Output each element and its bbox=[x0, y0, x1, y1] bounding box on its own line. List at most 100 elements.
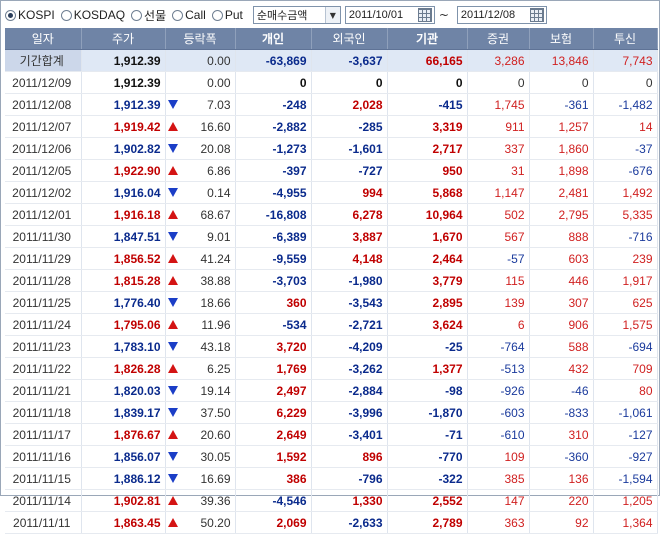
table-row[interactable]: 2011/11/16 1,856.07 30.05 1,592 896 -770 109 -3… bbox=[5, 445, 658, 468]
cell-insurance: 220 bbox=[529, 489, 594, 512]
triangle-up-icon bbox=[167, 254, 178, 263]
table-row[interactable]: 2011/12/02 1,916.04 0.14 -4,955 994 5,868 1,14… bbox=[5, 181, 658, 204]
cell-foreign: 0 bbox=[311, 71, 388, 94]
investor-trading-table: 일자 주가 등락폭 개인 외국인 기관 증권 보험 투신 기간합계 1,912.… bbox=[5, 28, 658, 534]
cell-institution: -770 bbox=[387, 445, 468, 468]
cell-insurance: 906 bbox=[529, 313, 594, 336]
cell-date: 2011/12/08 bbox=[5, 93, 82, 116]
retail-value: -397 bbox=[282, 163, 307, 178]
foreign-value: -2,884 bbox=[348, 383, 383, 398]
cell-securities: -603 bbox=[467, 401, 530, 424]
trust-value: -1,482 bbox=[618, 97, 653, 112]
table-row[interactable]: 2011/12/07 1,919.42 16.60 -2,882 -285 3,319 91… bbox=[5, 115, 658, 138]
calendar-icon[interactable] bbox=[417, 8, 432, 22]
radio-kosdaq[interactable]: KOSDAQ bbox=[60, 8, 125, 22]
cell-change: 0.14 bbox=[165, 181, 236, 204]
table-row[interactable]: 2011/11/11 1,863.45 50.20 2,069 -2,633 2,789 3… bbox=[5, 511, 658, 534]
cell-insurance: 1,257 bbox=[529, 115, 594, 138]
institution-value: 950 bbox=[442, 163, 463, 178]
radio-futures[interactable]: 선물 bbox=[131, 7, 166, 24]
institution-value: -770 bbox=[438, 449, 463, 464]
table-row[interactable]: 2011/11/29 1,856.52 41.24 -9,559 4,148 2,464 -… bbox=[5, 247, 658, 270]
price-value: 1,886.12 bbox=[113, 471, 161, 486]
summary-row[interactable]: 기간합계 1,912.39 0.00 -63,869 -3,637 66,165… bbox=[5, 49, 658, 72]
cell-securities: -57 bbox=[467, 247, 530, 270]
column-header-retail[interactable]: 개인 bbox=[235, 28, 312, 50]
cell-institution: 5,868 bbox=[387, 181, 468, 204]
table-row[interactable]: 2011/11/18 1,839.17 37.50 6,229 -3,996 -1,870… bbox=[5, 401, 658, 424]
table-row[interactable]: 2011/11/30 1,847.51 9.01 -6,389 3,887 1,670 56… bbox=[5, 225, 658, 248]
cell-change: 37.50 bbox=[165, 401, 236, 424]
calendar-icon[interactable] bbox=[529, 8, 544, 22]
table-row[interactable]: 2011/11/21 1,820.03 19.14 2,497 -2,884 -98 -92… bbox=[5, 379, 658, 402]
radio-kospi[interactable]: KOSPI bbox=[5, 8, 55, 22]
column-header-foreign[interactable]: 외국인 bbox=[311, 28, 388, 50]
cell-retail: 2,069 bbox=[235, 511, 312, 534]
cell-securities: 567 bbox=[467, 225, 530, 248]
cell-price: 1,856.52 bbox=[81, 247, 166, 270]
cell-retail: -2,882 bbox=[235, 115, 312, 138]
amount-type-select[interactable]: 순매수금액 ▼ bbox=[252, 6, 341, 24]
cell-change: 41.24 bbox=[165, 247, 236, 270]
cell-price: 1,916.04 bbox=[81, 181, 166, 204]
table-row[interactable]: 2011/11/14 1,902.81 39.36 -4,546 1,330 2,552 1… bbox=[5, 489, 658, 512]
cell-date: 2011/11/15 bbox=[5, 467, 82, 490]
cell-change: 11.96 bbox=[165, 313, 236, 336]
price-value: 1,847.51 bbox=[113, 229, 161, 244]
table-row[interactable]: 2011/11/25 1,776.40 18.66 360 -3,543 2,895 139… bbox=[5, 291, 658, 314]
table-row[interactable]: 2011/11/22 1,826.28 6.25 1,769 -3,262 1,377 -5… bbox=[5, 357, 658, 380]
securities-value: 6 bbox=[517, 317, 525, 332]
column-header-insurance[interactable]: 보험 bbox=[529, 28, 594, 50]
column-header-securities[interactable]: 증권 bbox=[467, 28, 530, 50]
cell-change: 19.14 bbox=[165, 379, 236, 402]
date-from-input[interactable]: 2011/10/01 bbox=[344, 6, 435, 24]
radio-put[interactable]: Put bbox=[211, 8, 243, 22]
cell-foreign: -3,996 bbox=[311, 401, 388, 424]
securities-value: 502 bbox=[504, 207, 525, 222]
dropdown-arrow-icon[interactable]: ▼ bbox=[324, 7, 340, 23]
cell-price: 1,783.10 bbox=[81, 335, 166, 358]
cell-date: 2011/11/25 bbox=[5, 291, 82, 314]
cell-price: 1,863.45 bbox=[81, 511, 166, 534]
cell-foreign: 2,028 bbox=[311, 93, 388, 116]
institution-value: 3,624 bbox=[432, 317, 463, 332]
cell-foreign: -3,543 bbox=[311, 291, 388, 314]
cell-retail: 6,229 bbox=[235, 401, 312, 424]
radio-call[interactable]: Call bbox=[172, 8, 206, 22]
table-row[interactable]: 2011/12/09 1,912.39 0.00 0 0 0 0 0 0 bbox=[5, 71, 658, 94]
column-header-price[interactable]: 주가 bbox=[81, 28, 166, 50]
column-header-trust[interactable]: 투신 bbox=[593, 28, 658, 50]
triangle-down-icon bbox=[167, 452, 178, 461]
trust-value: 709 bbox=[632, 361, 653, 376]
insurance-value: 136 bbox=[568, 471, 589, 486]
date-value: 2011/11/25 bbox=[12, 295, 71, 310]
date-to-input[interactable]: 2011/12/08 bbox=[456, 6, 547, 24]
cell-trust: 1,917 bbox=[593, 269, 658, 292]
cell-retail: -9,559 bbox=[235, 247, 312, 270]
foreign-value: -285 bbox=[358, 119, 383, 134]
table-row[interactable]: 2011/11/17 1,876.67 20.60 2,649 -3,401 -71 -61… bbox=[5, 423, 658, 446]
summary-institution: 66,165 bbox=[387, 49, 468, 72]
insurance-value: 1,860 bbox=[558, 141, 589, 156]
table-row[interactable]: 2011/12/06 1,902.82 20.08 -1,273 -1,601 2,717… bbox=[5, 137, 658, 160]
table-row[interactable]: 2011/11/23 1,783.10 43.18 3,720 -4,209 -25 -76… bbox=[5, 335, 658, 358]
table-row[interactable]: 2011/11/24 1,795.06 11.96 -534 -2,721 3,624 6 9… bbox=[5, 313, 658, 336]
triangle-up-icon bbox=[167, 166, 178, 175]
table-row[interactable]: 2011/11/28 1,815.28 38.88 -3,703 -1,980 3,779… bbox=[5, 269, 658, 292]
trust-value: -927 bbox=[628, 449, 653, 464]
date-value: 2011/12/06 bbox=[12, 141, 72, 156]
institution-value: 2,789 bbox=[432, 515, 463, 530]
table-row[interactable]: 2011/12/01 1,916.18 68.67 -16,808 6,278 10,96… bbox=[5, 203, 658, 226]
cell-insurance: 92 bbox=[529, 511, 594, 534]
foreign-value: 896 bbox=[362, 449, 383, 464]
table-row[interactable]: 2011/11/15 1,886.12 16.69 386 -796 -322 385 136… bbox=[5, 467, 658, 490]
column-header-institution[interactable]: 기관 bbox=[387, 28, 468, 50]
table-row[interactable]: 2011/12/05 1,922.90 6.86 -397 -727 950 31 1,898… bbox=[5, 159, 658, 182]
price-value: 1,783.10 bbox=[113, 339, 161, 354]
insurance-value: -360 bbox=[564, 449, 589, 464]
cell-foreign: -1,601 bbox=[311, 137, 388, 160]
institution-value: 10,964 bbox=[425, 207, 463, 222]
column-header-date[interactable]: 일자 bbox=[5, 28, 82, 50]
column-header-change[interactable]: 등락폭 bbox=[165, 28, 236, 50]
table-row[interactable]: 2011/12/08 1,912.39 7.03 -248 2,028 -415 1,745… bbox=[5, 93, 658, 116]
